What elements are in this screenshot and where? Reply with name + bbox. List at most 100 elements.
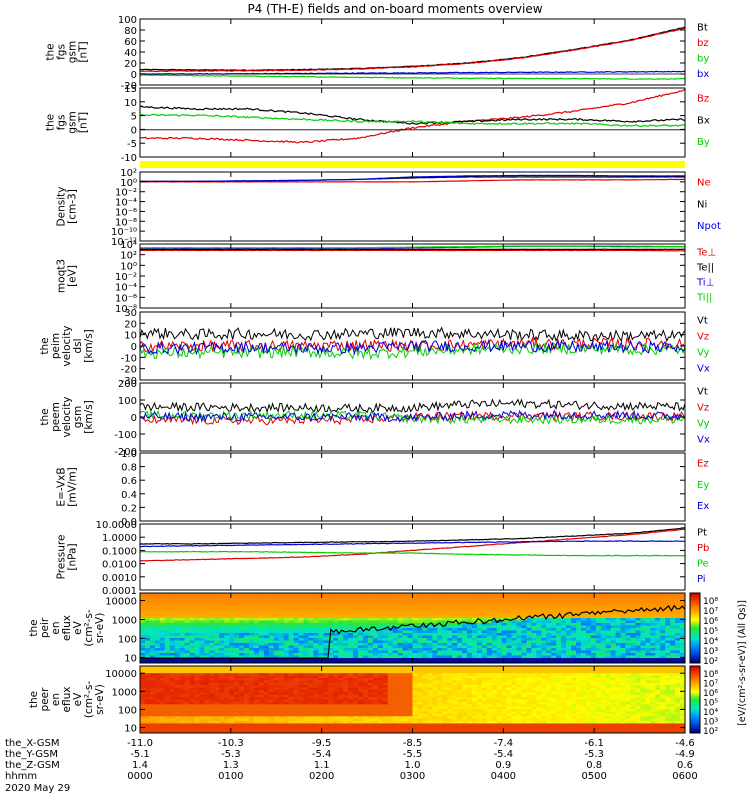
spectrogram-cell [343,685,349,688]
spectrogram-cell [650,593,656,596]
spectrogram-cell [149,670,156,674]
spectrogram-cell [650,603,656,606]
ylabel-line: fgs [56,115,68,131]
spectrogram-cell [600,655,607,659]
spectrogram-cell [184,673,190,676]
spectrogram-cell [576,600,582,604]
spectrogram-cell [362,699,369,703]
spectrogram-cell [293,633,299,636]
spectrogram-cell [194,653,200,656]
spectrogram-cell [249,645,255,649]
spectrogram-cell [501,600,507,604]
spectrogram-cell [372,699,379,703]
spectrogram-cell [278,618,284,621]
spectrogram-cell [318,603,324,606]
spectrogram-cell [184,648,190,651]
spectrogram-cell [660,625,666,629]
spectrogram-cell [640,600,646,604]
spectrogram-cell [229,706,235,710]
spectrogram-cell [263,723,270,727]
spectrogram-cell [308,699,314,703]
spectrogram-cell [164,685,171,688]
spectrogram-cell [467,660,473,664]
spectrogram-cell [204,699,210,703]
spectrogram-cell [229,701,235,705]
spectrogram-cell [511,630,517,634]
legend-Vy: Vy [697,419,710,430]
spectrogram-cell [382,603,389,606]
spectrogram-cell [551,608,557,611]
spectrogram-cell [343,692,349,696]
spectrogram-cell [402,625,408,629]
spectrogram-cell [174,701,180,705]
spectrogram-cell [372,620,379,624]
spectrogram-cell [630,635,636,639]
spectrogram-cell [645,628,651,631]
spectrogram-cell [323,660,329,664]
spectrogram-cell [144,633,151,636]
spectrogram-cell [630,648,636,651]
spectrogram-cell [501,628,507,631]
spectrogram-cell [318,640,324,644]
spectrogram-cell [333,598,339,601]
spectrogram-cell [253,660,260,664]
spectrogram-cell [144,668,151,672]
spectrogram-cell [278,645,284,649]
ytick-label: -10 [121,153,137,164]
spectrogram-cell [511,635,517,639]
spectrogram-cell [437,598,443,601]
spectrogram-cell [432,618,438,621]
spectrogram-cell [263,623,270,626]
spectrogram-cell [432,598,438,601]
spectrogram-cell [521,620,527,624]
spectrogram-cell [625,620,631,624]
spectrogram-cell [680,660,686,664]
spectrogram-cell [283,685,289,688]
spectrogram-cell [640,650,646,654]
spectrogram-cell [174,650,180,654]
spectrogram-cell [268,598,275,601]
ytick-label: 200 [118,379,137,390]
spectrogram-cell [313,595,319,599]
spectrogram-cell [169,613,175,616]
legend-Npot: Npot [697,221,721,232]
spectrogram-cell [640,628,646,631]
spectrogram-cell [149,730,156,734]
spectrogram-cell [462,598,468,601]
spectrogram-cell [457,640,463,644]
spectrogram-cell [149,677,156,681]
spectrogram-cell [234,706,240,710]
ytick-label: 40 [124,48,137,59]
spectrogram-cell [392,668,398,672]
spectrogram-cell [367,680,374,684]
spectrogram-cell [600,658,607,661]
ylabel-line: the [39,337,51,354]
spectrogram-cell [219,721,225,724]
spectrogram-cell [298,692,304,696]
spectrogram-cell [224,725,230,729]
spectrogram-cell [358,623,364,626]
spectrogram-cell [253,640,260,644]
spectrogram-cell [244,723,250,727]
spectrogram-cell [501,635,507,639]
spectrogram-cell [590,593,597,596]
spectrogram-cell [546,600,552,604]
spectrogram-cell [140,694,146,698]
spectrogram-cell [358,638,364,641]
spectrogram-cell [481,598,488,601]
spectrogram-cell [353,603,359,606]
spectrogram-cell [209,618,215,621]
spectrogram-cell [600,635,607,639]
spectrogram-cell [224,660,230,664]
spectrogram-cell [491,653,498,656]
spectrogram-cell [323,623,329,626]
spectrogram-cell [204,655,210,659]
spectrogram-cell [273,685,280,688]
spectrogram-cell [675,605,681,609]
spectrogram-cell [323,706,329,710]
spectrogram-cell [288,610,294,614]
spectrogram-cell [585,610,592,614]
spectrogram-cell [184,675,190,679]
spectrogram-cell [234,648,240,651]
spectrogram-cell [531,620,537,624]
